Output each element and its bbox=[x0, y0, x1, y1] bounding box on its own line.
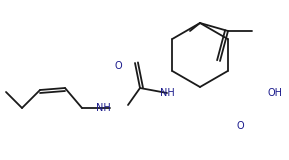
Text: NH: NH bbox=[160, 88, 174, 98]
Text: O: O bbox=[114, 61, 122, 71]
Text: NH: NH bbox=[96, 103, 110, 113]
Text: OH: OH bbox=[268, 88, 283, 98]
Text: O: O bbox=[236, 121, 244, 131]
